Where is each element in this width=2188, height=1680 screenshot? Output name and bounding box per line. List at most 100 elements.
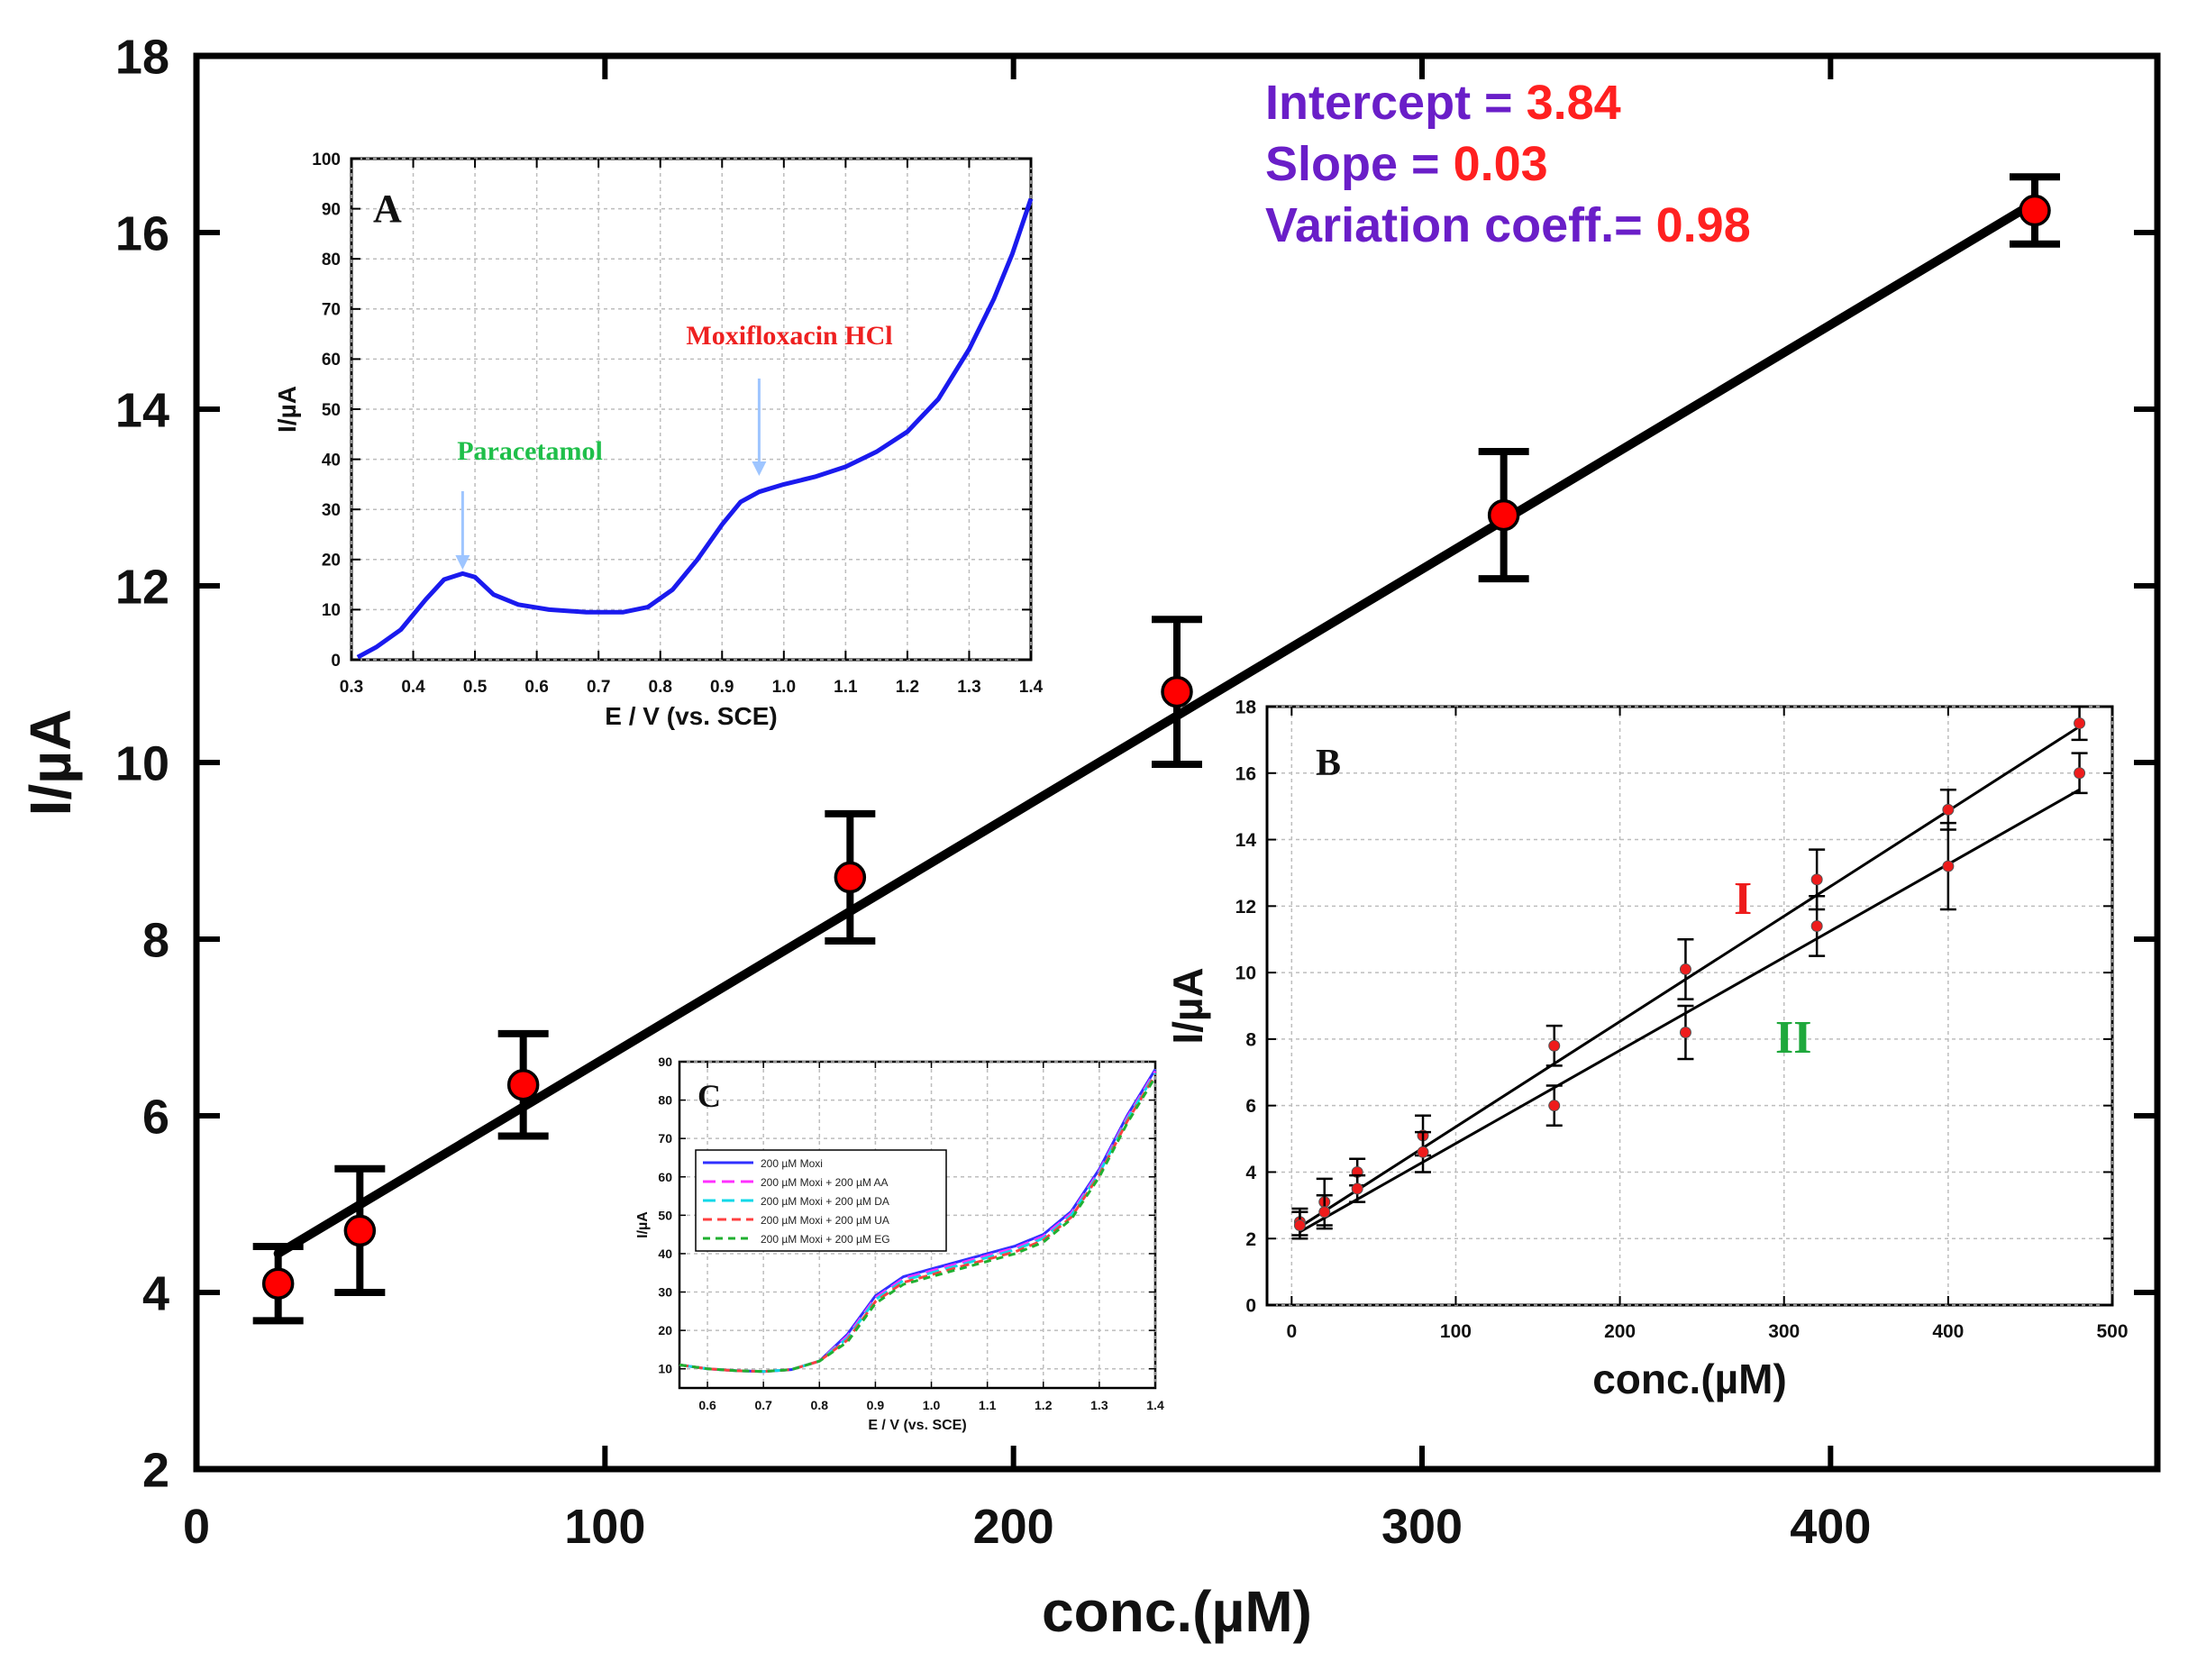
inset_b-y-tick-label: 14 [1235, 830, 1257, 851]
inset_a-x-tick-label: 0.4 [401, 678, 425, 697]
inset_c-y-tick-label: 80 [658, 1093, 672, 1108]
inset-b-data-point [1679, 963, 1691, 975]
inset-b-data-point [1942, 803, 1955, 816]
main-y-tick-label: 8 [142, 913, 169, 967]
inset_c-x-tick-label: 0.7 [754, 1398, 772, 1412]
inset_c-x-tick-label: 1.4 [1146, 1398, 1164, 1412]
inset_b-y-tick-label: 0 [1245, 1296, 1256, 1317]
inset-b-data-point [1810, 919, 1823, 932]
inset-b: 0 100 200 300 400 500 0 2 4 6 8 10 12 14 16 18 conc.(µM)… [1164, 698, 2129, 1402]
inset_a-y-tick-label: 60 [322, 351, 341, 370]
legend-entry: 200 µM Moxi + 200 µM DA [761, 1195, 889, 1208]
inset_a-y-tick-label: 90 [322, 200, 341, 219]
inset_b-panel-label: B [1316, 743, 1341, 784]
main-y-tick-label: 18 [115, 30, 169, 84]
main-y-tick-label: 10 [115, 736, 169, 790]
annotation-label: Intercept = [1265, 76, 1527, 130]
inset_c-y-tick-label: 30 [658, 1285, 672, 1300]
voltammogram-line [356, 197, 1034, 660]
inset_b-y-axis-title: I/µA [1164, 967, 1211, 1044]
inset-b-data-point [1679, 1027, 1691, 1039]
main-data-point [834, 861, 867, 894]
fit-annotation: Variation coeff.= 0.98 [1265, 198, 1751, 252]
inset_a-x-axis-title: E / V (vs. SCE) [605, 702, 777, 730]
main-x-tick-label: 200 [973, 1500, 1054, 1554]
inset_c-x-tick-label: 1.0 [923, 1398, 941, 1412]
main-y-tick-label: 4 [142, 1266, 169, 1320]
inset_a-y-tick-label: 80 [322, 251, 341, 269]
inset_b-y-tick-label: 6 [1245, 1096, 1256, 1117]
inset_c-x-tick-label: 1.1 [979, 1398, 997, 1412]
inset-c: 0.6 0.7 0.8 0.9 1.0 1.1 1.2 1.3 1.4 10 20 30 40 50 60 7… [635, 1055, 1164, 1433]
inset_b-y-tick-label: 16 [1235, 763, 1256, 784]
inset_c-x-tick-label: 0.8 [811, 1398, 829, 1412]
inset_b-x-axis-title: conc.(µM) [1592, 1356, 1787, 1402]
inset_a-x-tick-label: 0.3 [340, 678, 363, 697]
inset_b-y-tick-label: 18 [1235, 698, 1257, 718]
main-data-point [1161, 675, 1193, 708]
inset_c-y-tick-label: 50 [658, 1208, 672, 1222]
inset_a-x-tick-label: 1.4 [1019, 678, 1044, 697]
inset_b-y-tick-label: 10 [1235, 963, 1256, 984]
inset-a: 0.3 0.4 0.5 0.6 0.7 0.8 0.9 1.0 1.1 1.2 1.3 1.4 0 10 2… [273, 151, 1044, 730]
inset_c-y-tick-label: 20 [658, 1323, 672, 1338]
inset_c-x-tick-label: 0.9 [867, 1398, 885, 1412]
inset_c-y-tick-label: 90 [658, 1055, 672, 1069]
inset_a-y-tick-label: 40 [322, 451, 341, 470]
main-y-axis-title: I/µA [18, 709, 83, 817]
main-data-point [1487, 498, 1520, 532]
inset_c-y-tick-label: 70 [658, 1131, 672, 1146]
inset_c-x-tick-label: 0.6 [698, 1398, 716, 1412]
legend-entry: 200 µM Moxi [761, 1157, 823, 1170]
inset_a-y-tick-label: 0 [331, 652, 341, 671]
inset_b-x-tick-label: 0 [1286, 1321, 1297, 1342]
inset_b-y-tick-label: 8 [1245, 1029, 1256, 1050]
legend-entry: 200 µM Moxi + 200 µM EG [761, 1233, 890, 1246]
inset-b-data-point [1810, 873, 1823, 886]
inset_c-x-tick-label: 1.2 [1035, 1398, 1053, 1412]
main-y-tick-label: 6 [142, 1090, 169, 1144]
inset_c-y-axis-title: I/µA [635, 1211, 651, 1238]
inset_b-x-tick-label: 400 [1932, 1321, 1964, 1342]
inset_a-x-tick-label: 1.1 [834, 678, 858, 697]
annotation-value: 3.84 [1527, 76, 1621, 130]
inset_a-y-tick-label: 20 [322, 552, 341, 571]
series-label: II [1775, 1012, 1811, 1064]
inset_c-y-tick-label: 60 [658, 1170, 672, 1184]
inset_b-x-tick-label: 300 [1768, 1321, 1800, 1342]
inset_a-x-tick-label: 0.5 [463, 678, 488, 697]
inset_a-x-tick-label: 0.8 [649, 678, 672, 697]
inset-b-data-point [1293, 1219, 1306, 1231]
inset_b-y-tick-label: 12 [1235, 897, 1256, 918]
inset_a-y-tick-label: 30 [322, 501, 341, 520]
fit-annotation: Slope = 0.03 [1265, 137, 1548, 191]
inset_c-y-tick-label: 40 [658, 1246, 672, 1261]
inset_c-x-axis-title: E / V (vs. SCE) [868, 1418, 966, 1433]
annotation-value: 0.98 [1656, 198, 1751, 252]
inset_b-y-tick-label: 2 [1245, 1229, 1256, 1250]
peak-arrow-head [455, 555, 470, 570]
main-x-tick-label: 400 [1790, 1500, 1871, 1554]
inset_a-y-tick-label: 100 [312, 151, 341, 169]
peak-annotation: Moxifloxacin HCl [686, 321, 892, 351]
main-y-tick-label: 14 [115, 383, 169, 437]
main-y-tick-label: 16 [115, 206, 169, 260]
annotation-label: Variation coeff.= [1265, 198, 1656, 252]
inset_c-panel-label: C [697, 1078, 721, 1114]
inset_a-x-tick-label: 0.7 [587, 678, 610, 697]
inset-b-data-point [1351, 1182, 1363, 1195]
inset_a-x-tick-label: 1.0 [772, 678, 796, 697]
main-y-tick-label: 12 [115, 560, 169, 614]
inset_b-x-tick-label: 100 [1440, 1321, 1472, 1342]
annotation-value: 0.03 [1454, 137, 1548, 191]
main-fit-line [273, 197, 2039, 1258]
inset_a-y-tick-label: 10 [322, 601, 341, 620]
inset_a-y-axis-title: I/µA [273, 386, 301, 433]
inset_a-x-tick-label: 0.9 [710, 678, 734, 697]
inset_b-x-tick-label: 500 [2096, 1321, 2128, 1342]
inset_c-x-tick-label: 1.3 [1090, 1398, 1108, 1412]
series-label: I [1734, 873, 1752, 925]
inset-b-data-point [1942, 860, 1955, 872]
inset_b-x-tick-label: 200 [1604, 1321, 1636, 1342]
